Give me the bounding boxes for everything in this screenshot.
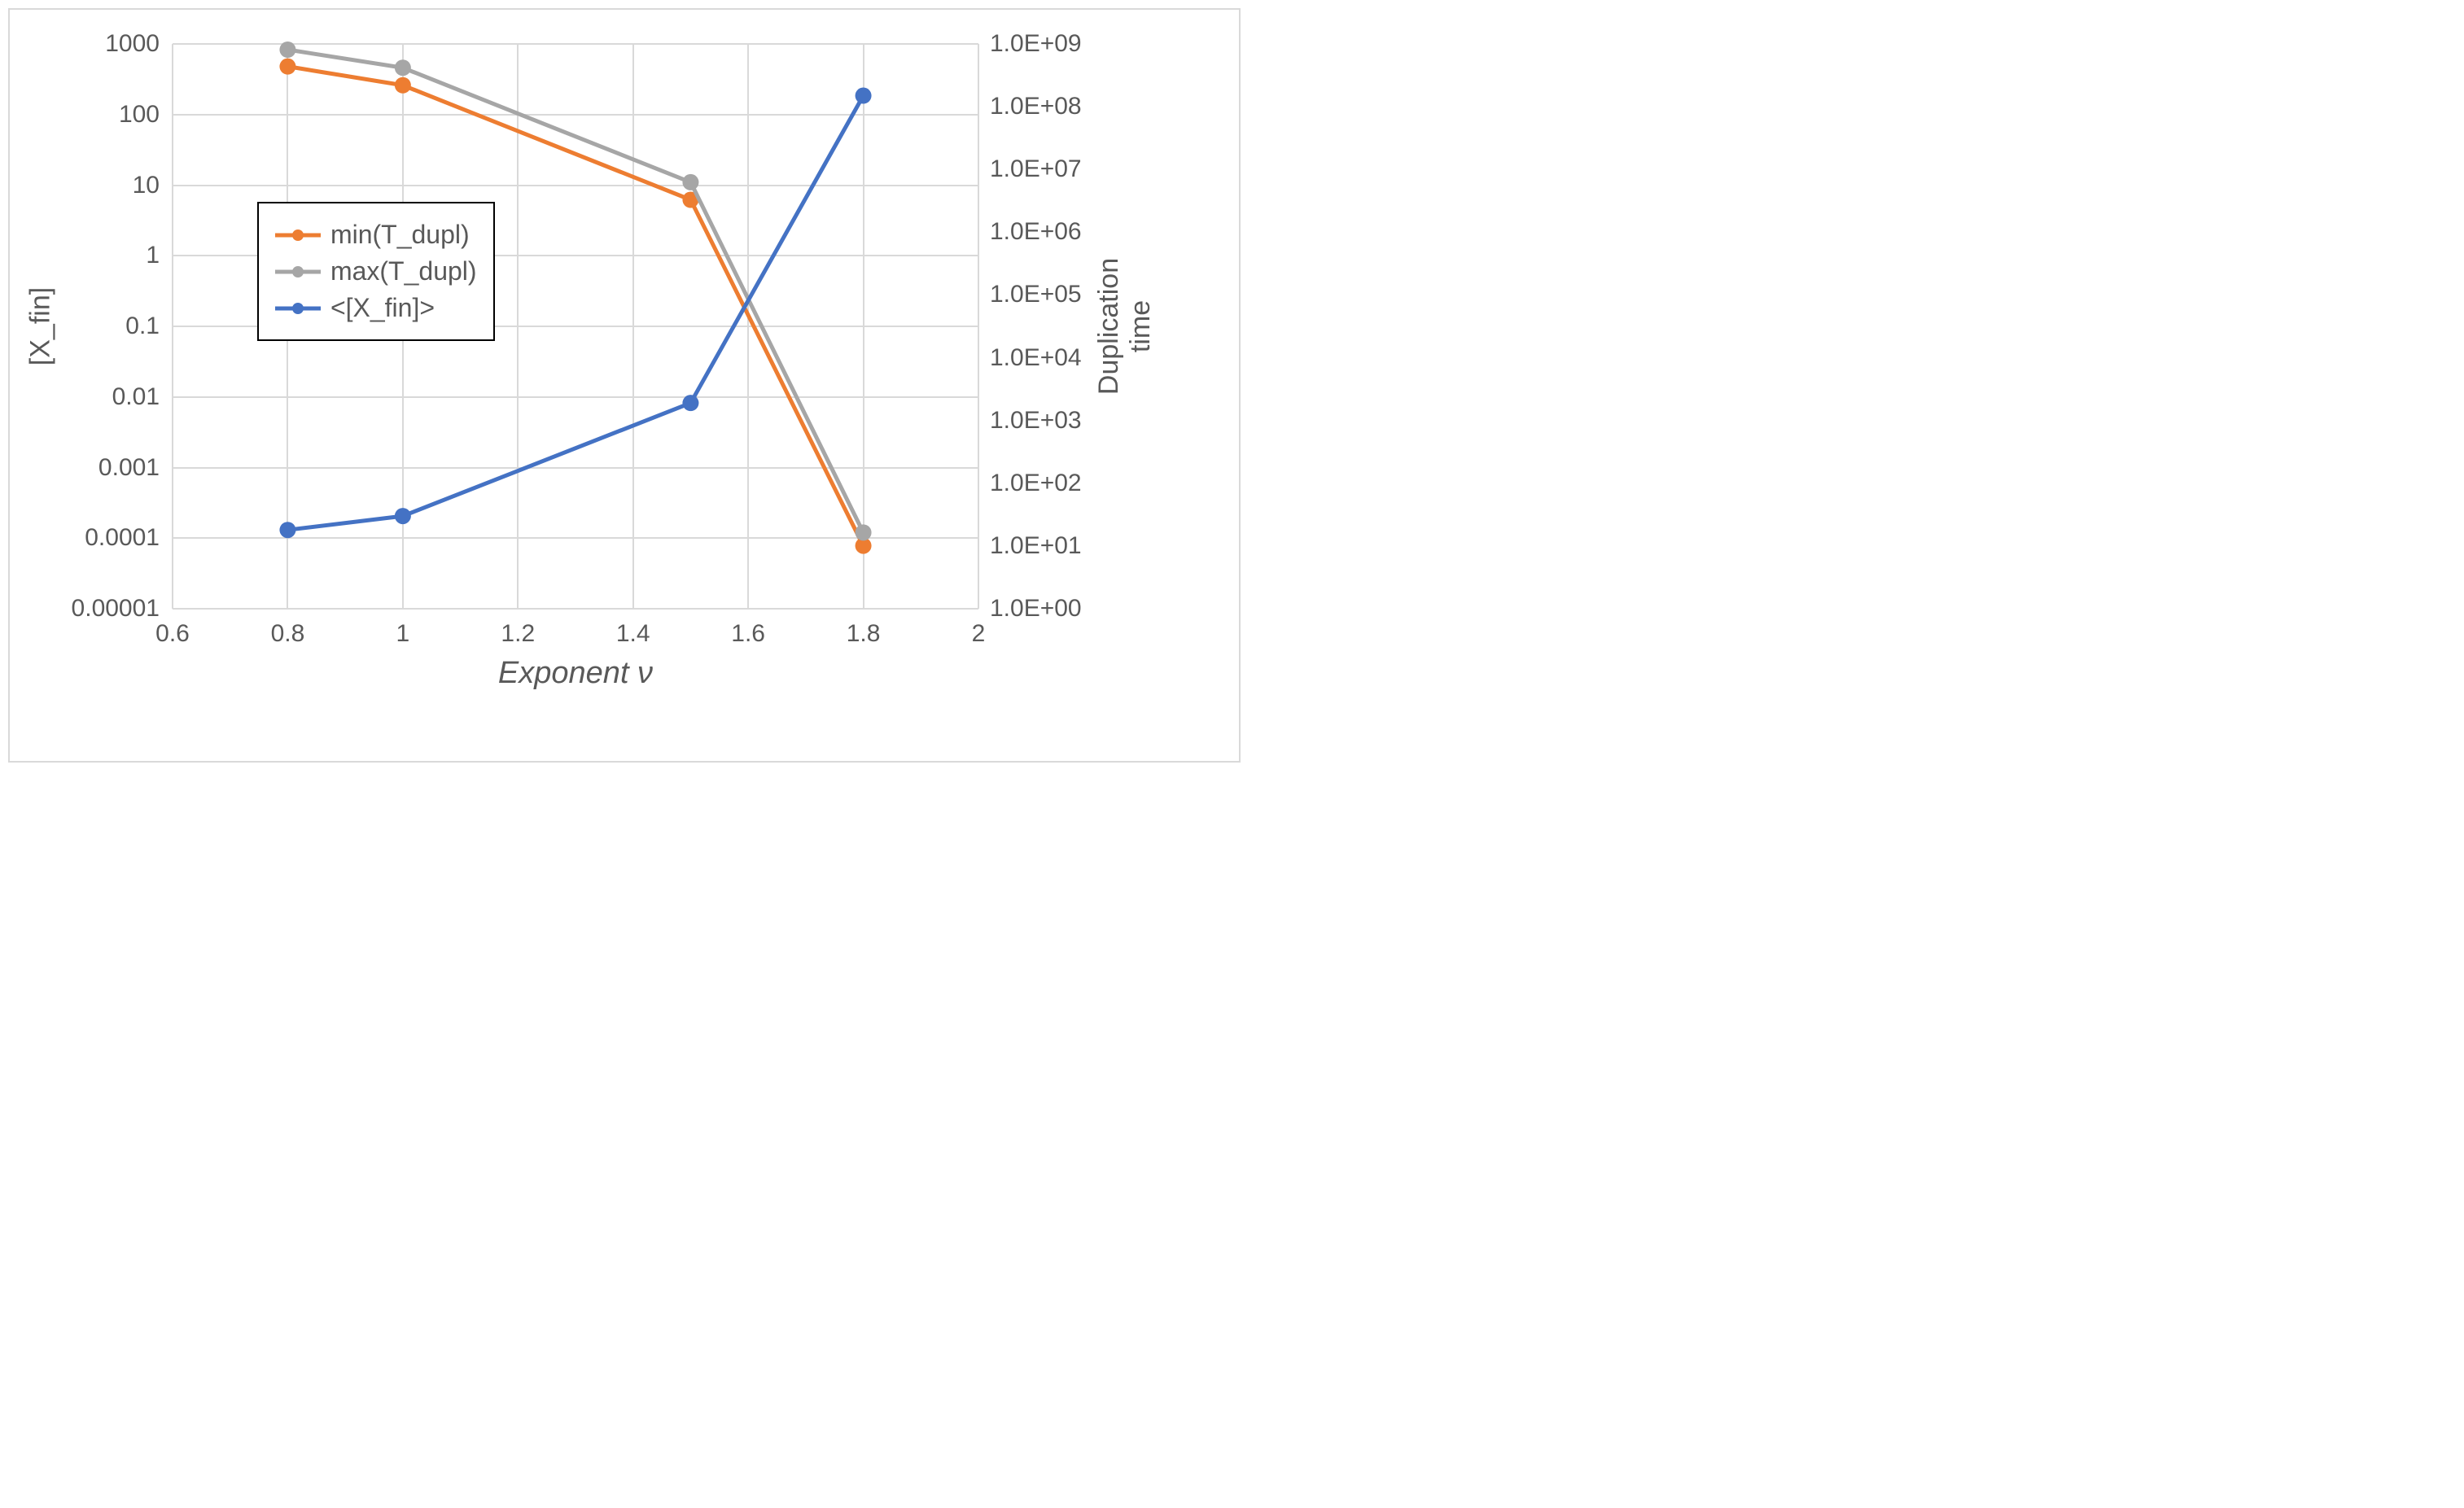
x-tick-label: 1.8 <box>847 620 881 648</box>
series-marker <box>279 59 295 75</box>
series-marker <box>279 522 295 538</box>
y-right-tick-label: 1.0E+05 <box>990 281 1082 308</box>
legend-label: max(T_dupl) <box>330 256 477 286</box>
legend-swatch <box>275 229 321 241</box>
y-left-tick-label: 1000 <box>105 30 160 58</box>
legend-swatch <box>275 303 321 314</box>
y-right-tick-label: 1.0E+01 <box>990 532 1082 560</box>
legend-swatch <box>275 266 321 278</box>
legend-item: min(T_dupl) <box>275 220 477 250</box>
legend: min(T_dupl) max(T_dupl) <[X_fin]> <box>257 202 495 341</box>
y-left-tick-label: 0.1 <box>125 313 160 340</box>
y-left-tick-label: 0.00001 <box>72 595 160 623</box>
series-marker <box>856 88 872 104</box>
series-marker <box>856 524 872 540</box>
legend-label: min(T_dupl) <box>330 220 470 250</box>
y-axis-right-title: Duplication time <box>1093 258 1157 395</box>
y-right-tick-label: 1.0E+07 <box>990 155 1082 183</box>
legend-label: <[X_fin]> <box>330 293 435 323</box>
y-left-tick-label: 100 <box>119 101 160 129</box>
y-left-tick-label: 0.01 <box>112 383 160 411</box>
series-marker <box>395 508 411 524</box>
y-left-tick-label: 0.0001 <box>85 524 160 552</box>
y-left-tick-label: 1 <box>146 242 160 269</box>
y-right-tick-label: 1.0E+00 <box>990 595 1082 623</box>
x-axis-title: Exponent ν <box>498 656 653 691</box>
legend-item: max(T_dupl) <box>275 256 477 286</box>
x-tick-label: 0.6 <box>155 620 190 648</box>
y-right-tick-label: 1.0E+09 <box>990 30 1082 58</box>
y-left-tick-label: 10 <box>133 172 160 199</box>
x-tick-label: 2 <box>972 620 986 648</box>
series-marker <box>395 77 411 94</box>
y-left-tick-label: 0.001 <box>98 454 160 482</box>
x-tick-label: 1 <box>396 620 410 648</box>
chart-container: Exponent ν [X_fin] Duplication time min(… <box>8 8 1241 763</box>
y-right-tick-label: 1.0E+06 <box>990 218 1082 246</box>
y-right-tick-label: 1.0E+08 <box>990 93 1082 120</box>
y-right-tick-label: 1.0E+03 <box>990 407 1082 435</box>
series-marker <box>682 395 698 411</box>
series-marker <box>682 174 698 190</box>
y-axis-left-title: [X_fin] <box>25 287 57 365</box>
series-marker <box>279 42 295 58</box>
legend-item: <[X_fin]> <box>275 293 477 323</box>
x-tick-label: 1.6 <box>731 620 765 648</box>
y-right-tick-label: 1.0E+04 <box>990 344 1082 372</box>
series-marker <box>395 59 411 76</box>
x-tick-label: 0.8 <box>271 620 305 648</box>
x-tick-label: 1.4 <box>616 620 650 648</box>
y-right-tick-label: 1.0E+02 <box>990 470 1082 497</box>
x-tick-label: 1.2 <box>501 620 535 648</box>
